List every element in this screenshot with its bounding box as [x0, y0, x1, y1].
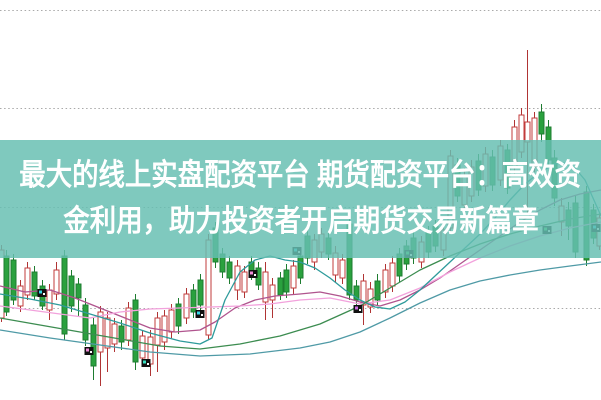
candle-down — [353, 285, 360, 301]
candle-up — [389, 262, 396, 287]
candle-up — [168, 309, 175, 333]
candle-up — [262, 271, 269, 303]
candle-up — [24, 267, 31, 296]
candle-up — [53, 269, 60, 295]
candle-up — [524, 121, 531, 143]
candle-up — [382, 269, 389, 293]
candle-up — [111, 323, 118, 345]
candle-up — [161, 315, 168, 343]
candle-down — [82, 304, 89, 341]
candle-up — [46, 289, 53, 311]
headline-line-2: 金利用，助力投资者开启期货交易新篇章 — [62, 205, 539, 238]
candle-up — [339, 259, 346, 279]
candle-down — [75, 283, 82, 299]
candle-down — [175, 303, 182, 327]
candle-up — [125, 307, 132, 341]
candle-up — [269, 284, 276, 301]
candle-up — [139, 335, 146, 359]
candle-down — [68, 275, 75, 307]
candle-up — [0, 249, 5, 319]
headline-band: 最大的线上实盘配资平台 期货配资平台：高效资 金利用，助力投资者开启期货交易新篇… — [0, 140, 601, 258]
candle-down — [283, 269, 290, 293]
candle-down — [226, 261, 233, 279]
candle-down — [197, 279, 204, 306]
candle-down — [538, 111, 545, 135]
candle-up — [360, 280, 367, 306]
candle-up — [154, 317, 161, 346]
candle-down — [10, 259, 17, 301]
candle-down — [374, 280, 381, 301]
headline-line-1: 最大的线上实盘配资平台 期货配资平台：高效资 — [19, 159, 582, 192]
candle-up — [17, 285, 24, 307]
candle-down — [118, 325, 125, 343]
candle-up — [290, 265, 297, 289]
candle-down — [132, 299, 139, 363]
candle-down — [297, 255, 304, 279]
candle-up — [104, 317, 111, 349]
candle-down — [277, 277, 284, 296]
candle-up — [241, 271, 248, 293]
candle-down — [3, 255, 10, 313]
candle-down — [31, 271, 38, 297]
candle-down — [90, 324, 97, 367]
candle-up — [183, 293, 190, 319]
ma-line-ma-steel — [0, 261, 601, 357]
candle-down — [190, 289, 197, 313]
candle-up — [97, 311, 104, 353]
